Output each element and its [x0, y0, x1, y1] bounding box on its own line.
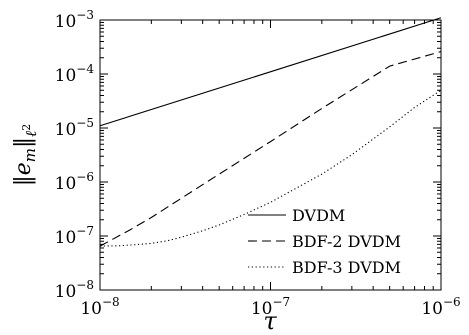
- series-line-dvdm: [99, 17, 442, 127]
- x-tick-label: 10−8: [80, 295, 119, 319]
- y-tick-label: 10−4: [55, 62, 95, 86]
- legend-label: DVDM: [292, 206, 345, 225]
- axis-ticks: [99, 19, 442, 291]
- y-tick-label: 10−3: [55, 8, 94, 32]
- legend: DVDM BDF-2 DVDM BDF-3 DVDM: [248, 206, 401, 277]
- y-tick-label: 10−6: [55, 170, 94, 194]
- y-tick-label: 10−8: [55, 278, 94, 302]
- series-line-bdf-3-dvdm: [99, 89, 442, 247]
- series-line-bdf-2-dvdm: [99, 51, 442, 247]
- y-tick-label: 10−5: [55, 116, 94, 140]
- x-axis-label: τ: [263, 307, 277, 335]
- tick-labels: 10−8 10−7 10−6 10−8 10−7 10−6 10−5 10−4 10−3: [55, 8, 461, 319]
- x-tick-label: 10−7: [251, 295, 290, 319]
- y-tick-label: 10−7: [55, 224, 94, 248]
- legend-label: BDF-2 DVDM: [292, 232, 401, 251]
- x-tick-label: 10−6: [421, 295, 460, 319]
- legend-label: BDF-3 DVDM: [292, 258, 401, 277]
- y-axis-label: ‖em‖ℓ2: [11, 124, 40, 187]
- series-group: [99, 17, 442, 247]
- svg-text:‖em‖ℓ2: ‖em‖ℓ2: [11, 124, 40, 187]
